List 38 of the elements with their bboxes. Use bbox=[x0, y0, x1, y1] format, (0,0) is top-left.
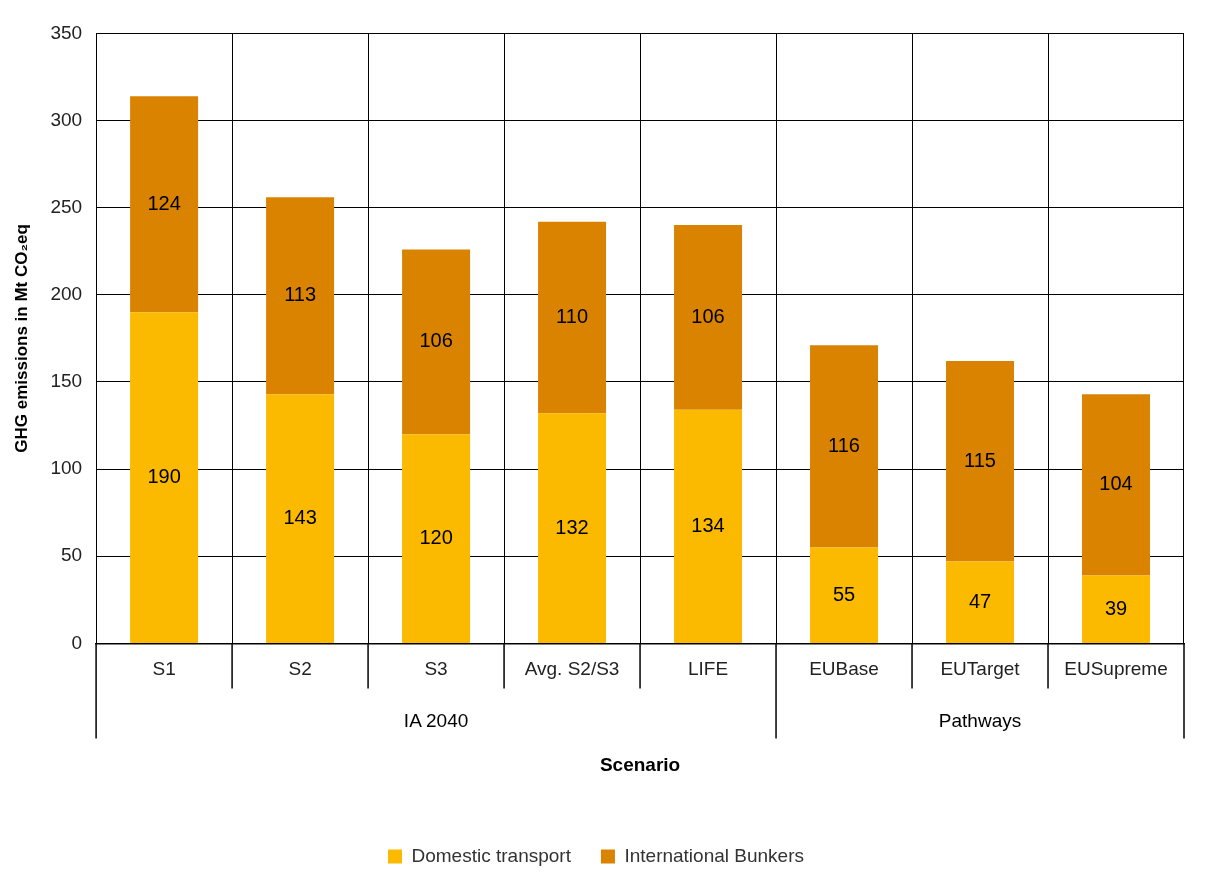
y-tick-label: 0 bbox=[71, 631, 83, 653]
x-axis-title: Scenario bbox=[599, 753, 681, 775]
data-label: 110 bbox=[556, 305, 588, 327]
legend-label: International Bunkers bbox=[624, 844, 805, 866]
x-tick-label: EUBase bbox=[809, 658, 879, 680]
x-tick-label: S3 bbox=[424, 658, 448, 680]
legend-label: Domestic transport bbox=[411, 844, 572, 866]
data-label: 55 bbox=[832, 582, 856, 605]
data-label: 47 bbox=[968, 589, 992, 612]
data-label: 124 bbox=[147, 191, 181, 214]
x-tick-label: EUSupreme bbox=[1064, 658, 1168, 680]
x-tick-label: Avg. S2/S3 bbox=[524, 658, 620, 680]
text: Pathways bbox=[938, 709, 1022, 731]
text: IA 2040 bbox=[403, 709, 469, 731]
data-label: 116 bbox=[828, 433, 860, 456]
data-label: 106 bbox=[419, 329, 453, 352]
data-label: 113 bbox=[284, 283, 317, 306]
y-tick-label: 250 bbox=[50, 195, 83, 217]
y-tick-label: 150 bbox=[50, 370, 83, 392]
y-axis-title: GHG emissions in Mt CO₂eq bbox=[11, 224, 31, 453]
y-tick-label: 100 bbox=[50, 457, 83, 479]
data-label: 143 bbox=[283, 506, 317, 529]
data-label: 104 bbox=[1099, 472, 1133, 495]
data-label: 134 bbox=[691, 513, 725, 536]
y-tick-label: 50 bbox=[60, 544, 83, 566]
x-tick-label: S2 bbox=[288, 658, 312, 680]
x-tick-label: LIFE bbox=[687, 658, 729, 680]
data-label: 106 bbox=[691, 305, 725, 327]
data-label: 39 bbox=[1104, 596, 1128, 619]
data-label: 190 bbox=[147, 465, 181, 488]
x-tick-label: S1 bbox=[152, 658, 176, 680]
y-tick-label: 200 bbox=[50, 283, 83, 305]
data-label: 115 bbox=[964, 448, 996, 471]
y-tick-label: 300 bbox=[50, 108, 83, 130]
x-tick-label: EUTarget bbox=[940, 658, 1021, 680]
data-label: 120 bbox=[419, 526, 453, 549]
y-tick-label: 350 bbox=[50, 21, 83, 43]
data-label: 132 bbox=[555, 515, 589, 538]
